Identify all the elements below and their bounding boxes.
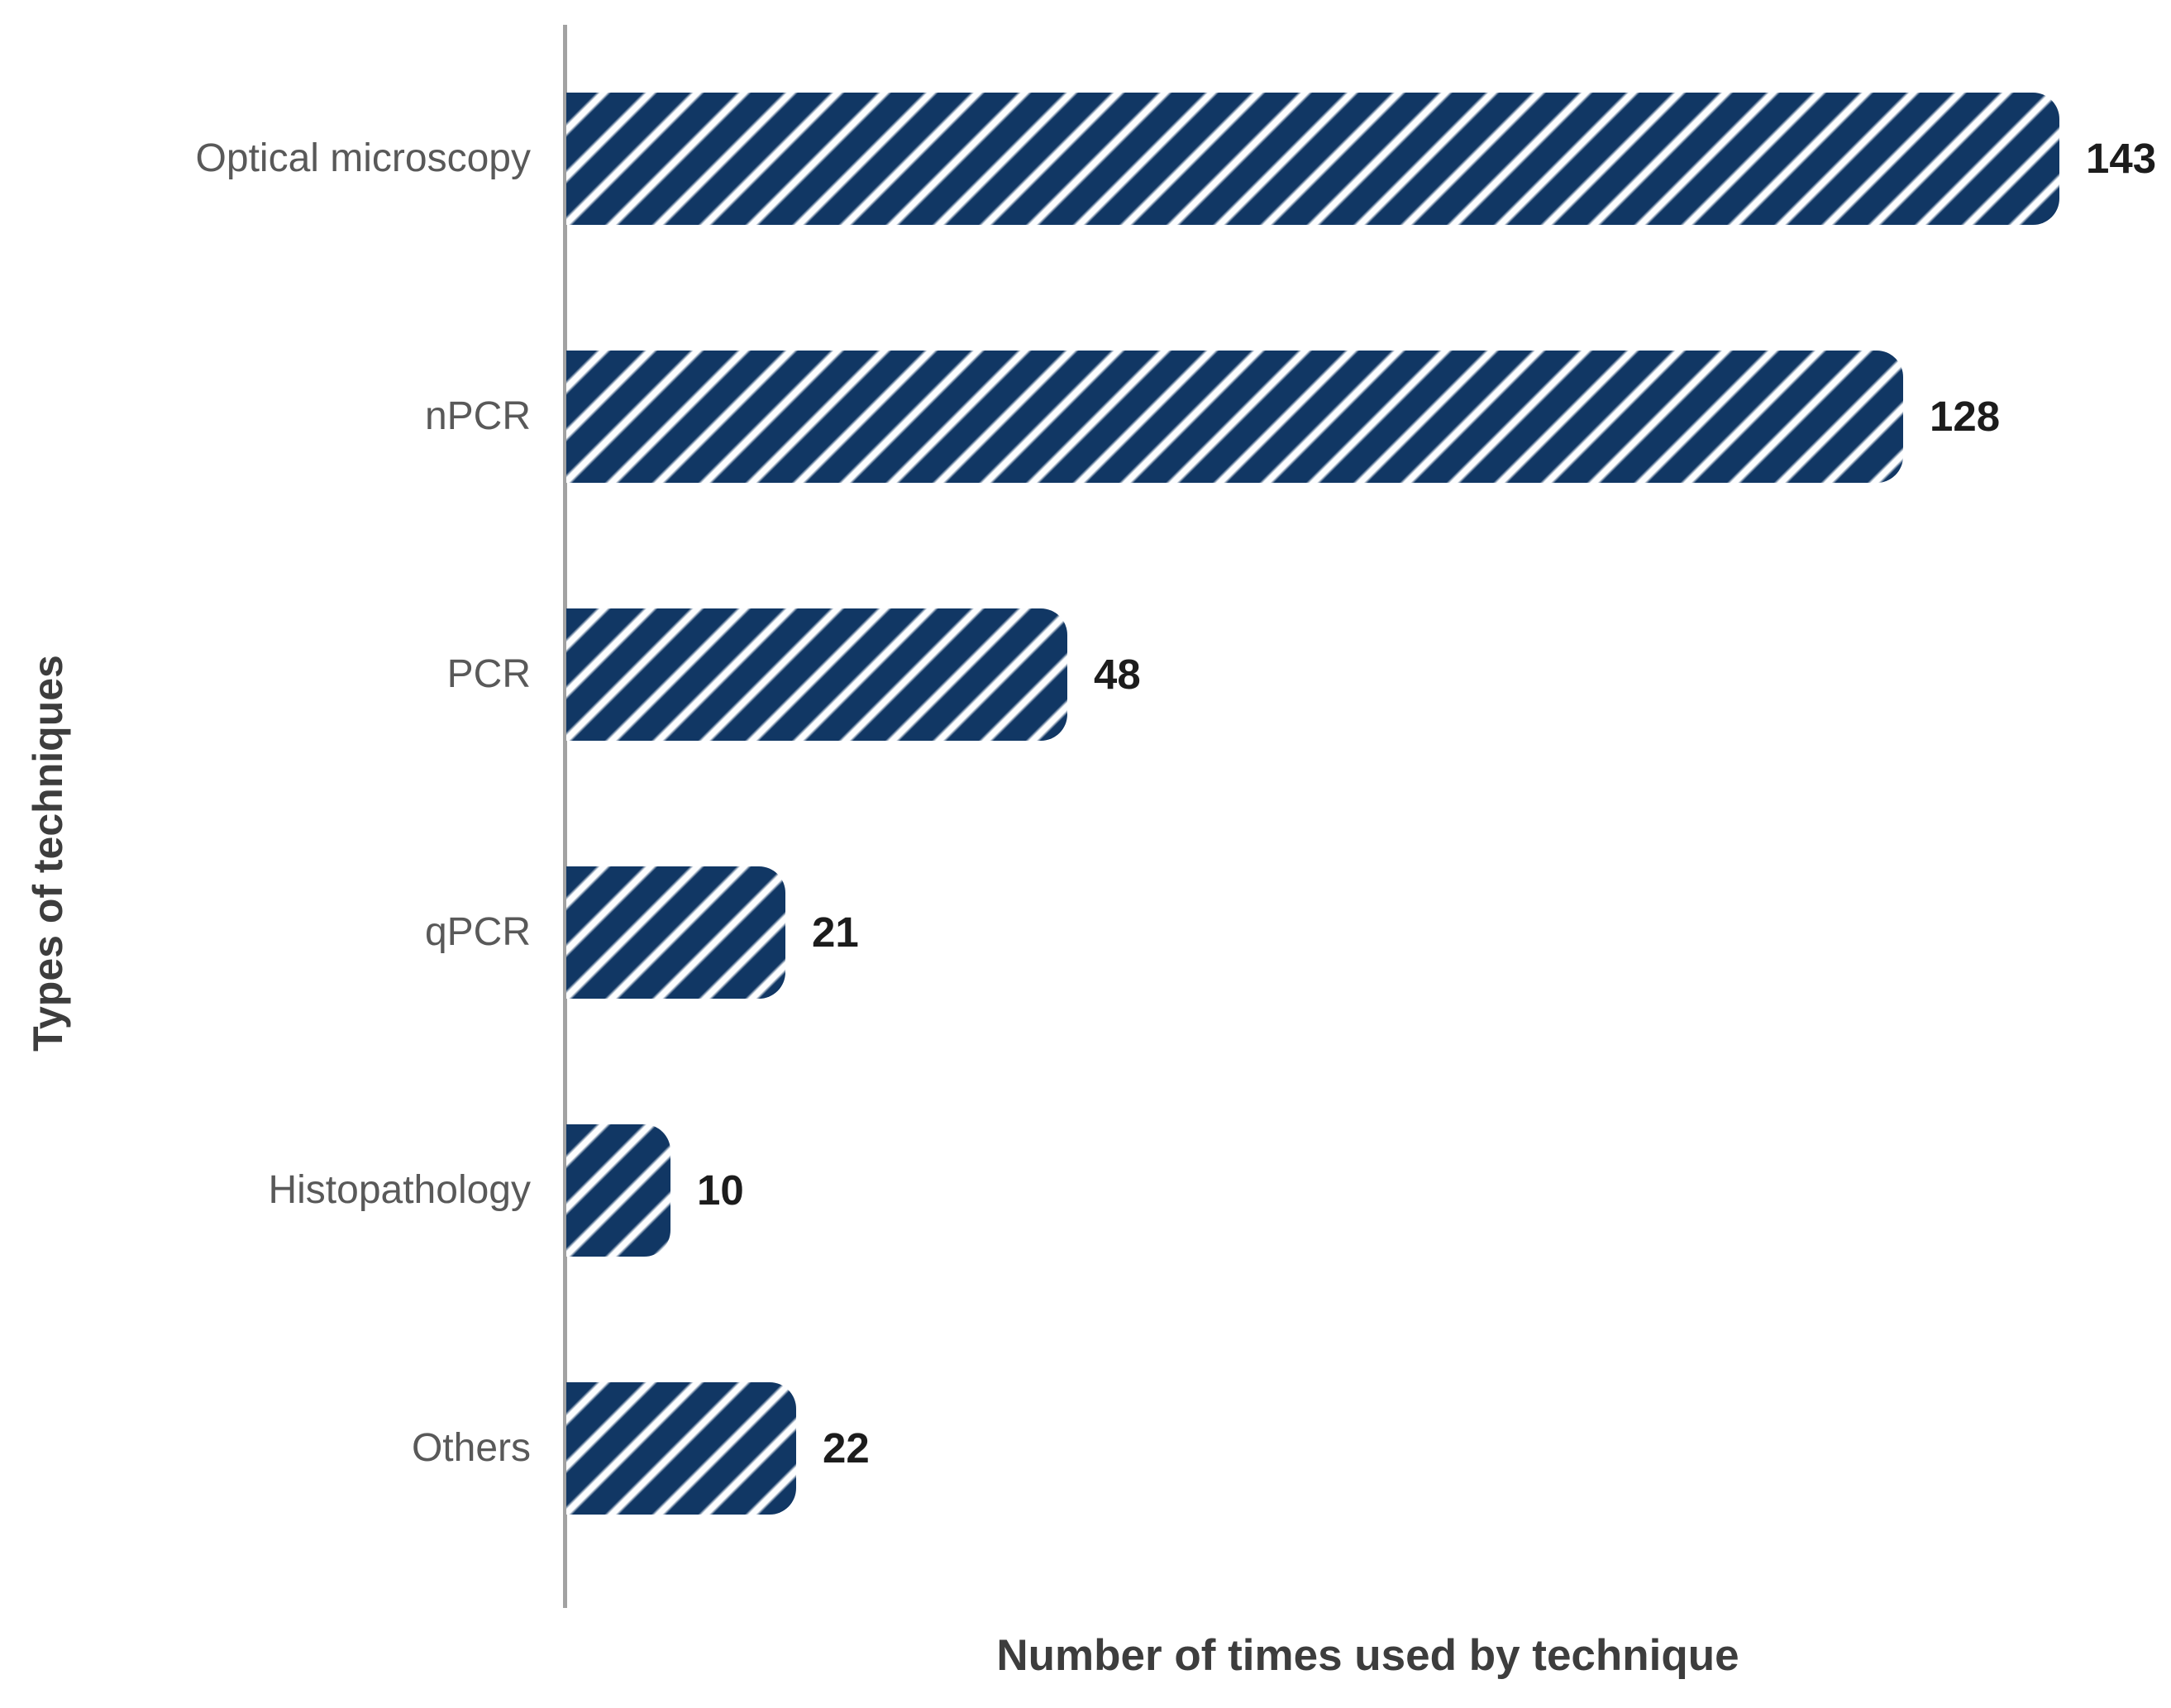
bar-row-npcr: nPCR 128 [0,351,2171,483]
value-label: 22 [823,1424,870,1472]
bar-npcr [566,351,1903,483]
bar-row-histopathology: Histopathology 10 [0,1124,2171,1257]
category-label: Histopathology [268,1168,531,1212]
bar-qpcr [566,866,785,999]
category-label: qPCR [424,910,531,954]
value-label: 10 [697,1166,744,1214]
value-label: 128 [1930,393,2001,440]
category-label: PCR [446,652,531,696]
category-label: Others [411,1426,531,1470]
value-label: 143 [2086,135,2157,182]
bar-row-qpcr: qPCR 21 [0,866,2171,999]
x-axis-title: Number of times used by technique [996,1631,1739,1680]
bar-histopathology [566,1124,670,1257]
value-label: 21 [812,909,859,956]
value-label: 48 [1094,651,1141,698]
bar-optical-microscopy [566,93,2059,225]
y-axis-line [563,25,567,1608]
bar-pcr [566,608,1067,741]
category-label: Optical microscopy [195,136,531,180]
bar-row-others: Others 22 [0,1382,2171,1515]
bar-row-optical-microscopy: Optical microscopy 143 [0,93,2171,225]
bar-others [566,1382,796,1515]
category-label: nPCR [424,394,531,438]
bar-row-pcr: PCR 48 [0,608,2171,741]
